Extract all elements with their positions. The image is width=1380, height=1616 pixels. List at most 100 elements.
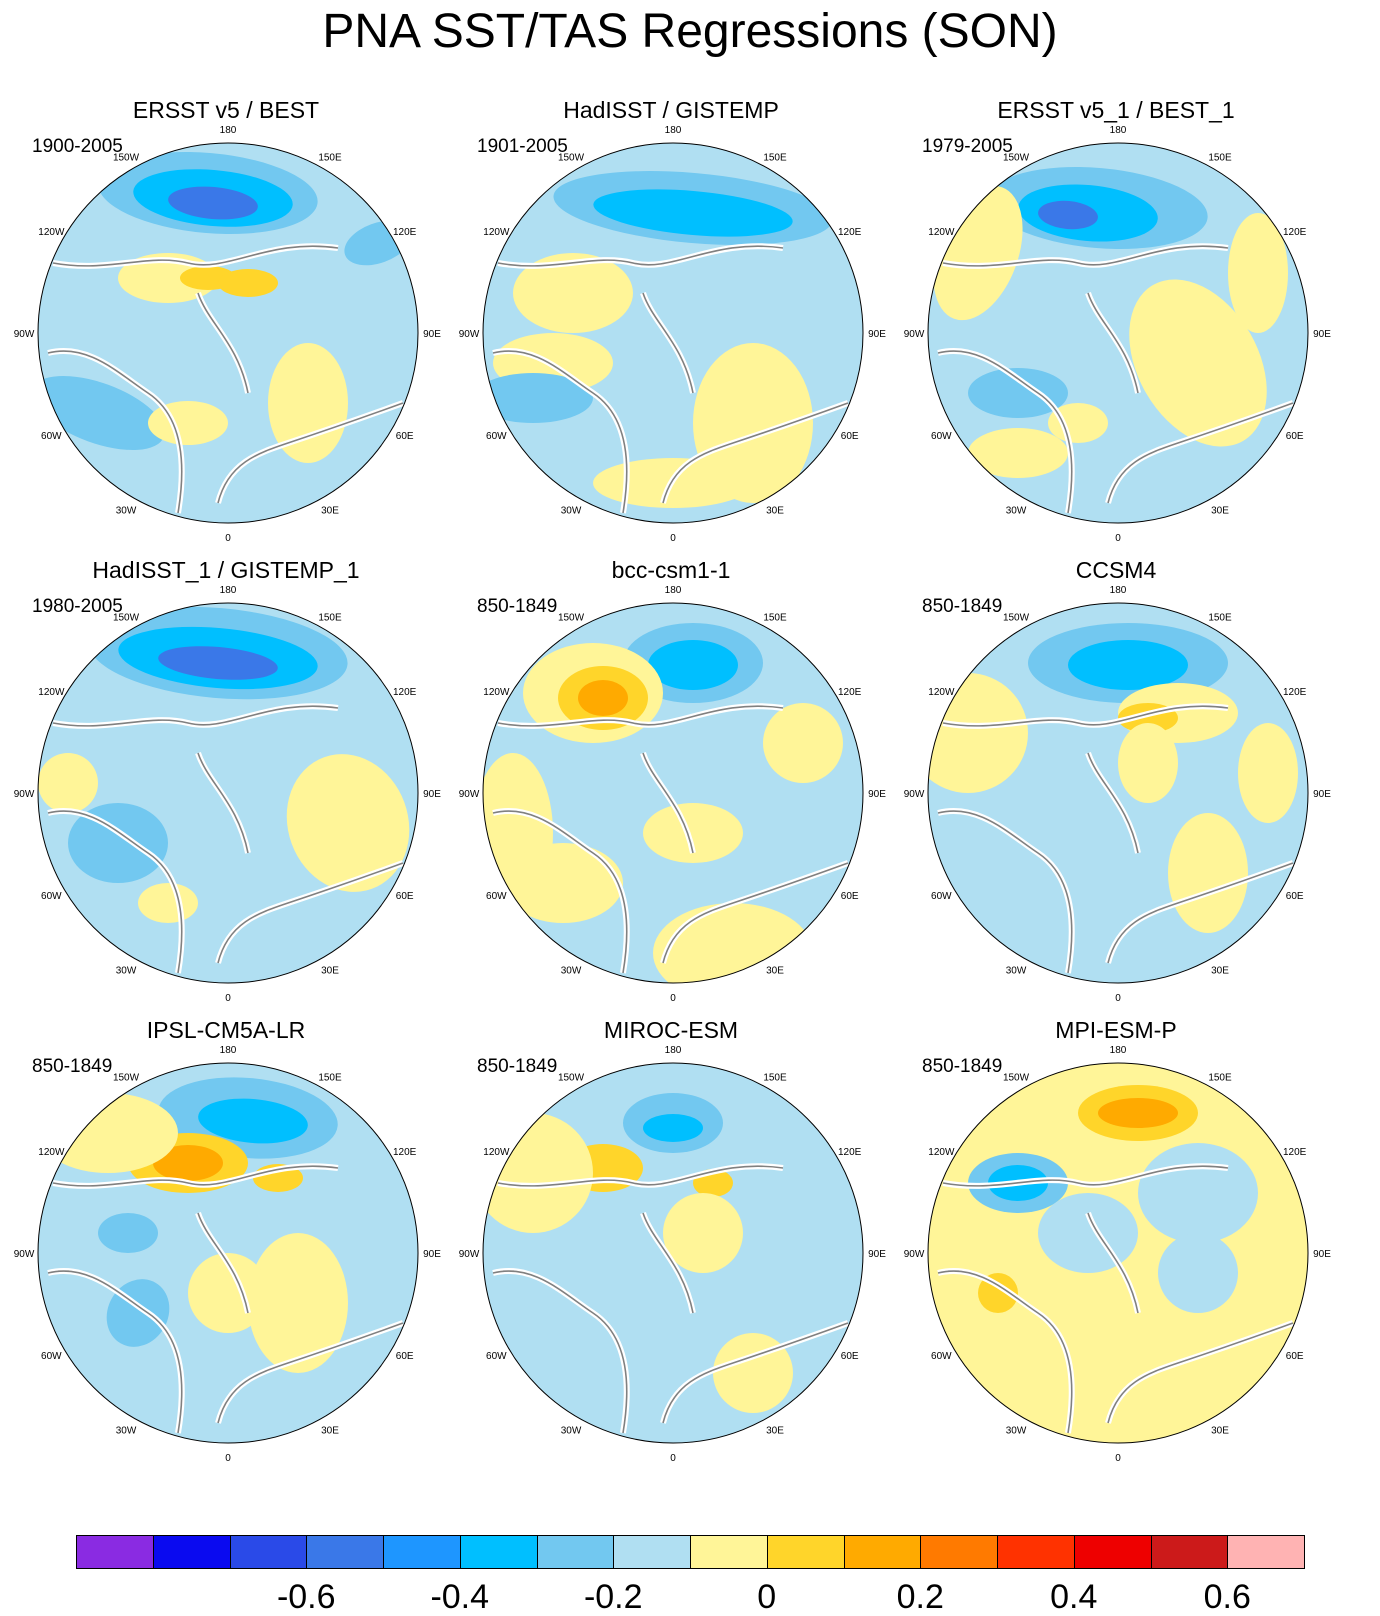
- anomaly-contour: [763, 703, 843, 783]
- coastline: [492, 1270, 628, 1434]
- longitude-label: 120W: [38, 1147, 65, 1158]
- longitude-label: 60W: [931, 431, 952, 442]
- anomaly-contour: [168, 186, 258, 220]
- panel-period: 850-1849: [922, 1056, 1003, 1077]
- longitude-label: 30E: [766, 1426, 784, 1437]
- colorbar-tick-label: -0.4: [430, 1578, 490, 1616]
- map-panel: ERSST v5_1 / BEST_1 1979-2005 180 150E 120E 9…: [904, 95, 1332, 555]
- map-field: [928, 143, 1308, 523]
- anomaly-contour: [1168, 813, 1248, 933]
- longitude-label: 30E: [766, 506, 784, 517]
- anomaly-contour: [218, 269, 278, 297]
- map-border: [37, 142, 419, 524]
- longitude-label: 60E: [841, 431, 859, 442]
- coastline: [217, 1322, 404, 1424]
- coastline: [1107, 402, 1294, 504]
- longitude-label: 150E: [763, 1072, 787, 1083]
- longitude-label: 150W: [558, 612, 585, 623]
- longitude-label: 90E: [423, 789, 441, 800]
- panel-period: 1901-2005: [477, 136, 568, 157]
- anomaly-contour: [153, 1145, 223, 1181]
- colorbar-tick-label: 0.6: [1203, 1578, 1251, 1616]
- longitude-label: 30W: [116, 966, 137, 977]
- map-field: [483, 603, 863, 983]
- panel-title: CCSM4: [1075, 557, 1157, 583]
- panel-period: 1980-2005: [32, 596, 123, 617]
- colorbar-tick-label: 0.4: [1050, 1578, 1098, 1616]
- panel-title: ERSST v5 / BEST: [132, 97, 320, 123]
- map-field: [928, 1063, 1308, 1443]
- coastline: [642, 292, 694, 394]
- longitude-label: 60W: [931, 1351, 952, 1362]
- coastline: [1087, 1212, 1139, 1314]
- coastline: [492, 810, 628, 974]
- coastline: [492, 350, 628, 514]
- anomaly-contour: [653, 903, 813, 983]
- coastline: [217, 862, 404, 964]
- panel-period: 850-1849: [32, 1056, 113, 1077]
- longitude-label: 90E: [868, 789, 886, 800]
- longitude-label: 30E: [321, 1426, 339, 1437]
- anomaly-contour: [1138, 1143, 1258, 1243]
- longitude-label: 120E: [1283, 227, 1307, 238]
- longitude-label: 90W: [904, 329, 925, 340]
- anomaly-contour: [38, 1093, 178, 1173]
- anomaly-contour: [648, 640, 738, 690]
- colorbar-swatch: [766, 1535, 845, 1569]
- coastline: [662, 402, 849, 504]
- longitude-label: 60W: [486, 891, 507, 902]
- colorbar-swatch: [152, 1535, 231, 1569]
- anomaly-contour: [1038, 1193, 1138, 1273]
- panel-title: MIROC-ESM: [603, 1017, 739, 1043]
- longitude-label: 150E: [318, 1072, 342, 1083]
- anomaly-contour: [968, 428, 1068, 478]
- longitude-label: 0: [670, 1453, 676, 1464]
- longitude-label: 0: [1115, 533, 1121, 544]
- coastline: [937, 350, 1073, 514]
- anomaly-contour: [513, 253, 633, 333]
- polar-map: 180 150E 120E 90E 60E 30E 0 30W 60W 90W 120W 150W: [459, 125, 887, 544]
- colorbar-swatch: [843, 1535, 922, 1569]
- coastline: [937, 810, 1073, 974]
- longitude-label: 150W: [1003, 612, 1030, 623]
- longitude-label: 30E: [1211, 966, 1229, 977]
- map-border: [482, 1062, 864, 1444]
- anomaly-contour: [553, 1223, 673, 1343]
- panel-period: 1900-2005: [32, 136, 123, 157]
- colorbar-swatch: [306, 1535, 384, 1569]
- anomaly-contour: [483, 1113, 593, 1233]
- longitude-label: 150E: [1208, 1072, 1232, 1083]
- map-panel: MIROC-ESM 850-1849 180 150E 120E 90E 60E 30E 0 30…: [459, 1015, 887, 1475]
- polar-map: 180 150E 120E 90E 60E 30E 0 30W 60W 90W 120W 150W: [459, 585, 887, 1004]
- coastline: [497, 705, 784, 727]
- polar-map: 180 150E 120E 90E 60E 30E 0 30W 60W 90W 120W 150W: [14, 1045, 442, 1464]
- colorbar-swatch: [997, 1535, 1075, 1569]
- longitude-label: 150W: [1003, 1072, 1030, 1083]
- coastline: [47, 1270, 183, 1434]
- coastline: [942, 1165, 1229, 1187]
- colorbar-tick-label: 0: [757, 1578, 777, 1616]
- anomaly-contour: [643, 803, 743, 863]
- map-field: [38, 1063, 418, 1443]
- longitude-label: 180: [1110, 125, 1127, 136]
- longitude-label: 0: [225, 993, 231, 1004]
- longitude-label: 60E: [396, 1351, 414, 1362]
- longitude-label: 0: [1115, 1453, 1121, 1464]
- anomaly-contour: [503, 843, 623, 923]
- polar-map: 180 150E 120E 90E 60E 30E 0 30W 60W 90W 120W 150W: [14, 585, 442, 1004]
- longitude-label: 30W: [1006, 1426, 1027, 1437]
- longitude-label: 120E: [393, 687, 417, 698]
- longitude-label: 60E: [1286, 891, 1304, 902]
- anomaly-contour: [1228, 213, 1288, 333]
- longitude-label: 60W: [486, 1351, 507, 1362]
- longitude-label: 60E: [1286, 1351, 1304, 1362]
- polar-map: 180 150E 120E 90E 60E 30E 0 30W 60W 90W 120W 150W: [14, 125, 442, 544]
- map-field: [928, 603, 1308, 983]
- coastline: [937, 1270, 1073, 1434]
- map-field: [483, 143, 863, 523]
- map-border: [927, 1062, 1309, 1444]
- longitude-label: 90W: [14, 329, 35, 340]
- longitude-label: 60E: [841, 891, 859, 902]
- coastline: [642, 752, 694, 854]
- longitude-label: 90E: [423, 1249, 441, 1260]
